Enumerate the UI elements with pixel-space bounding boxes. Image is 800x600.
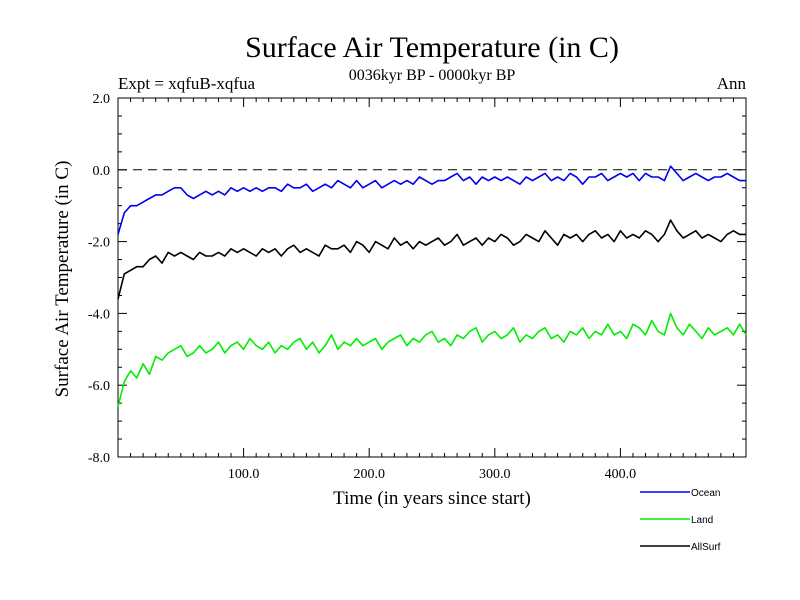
- y-tick-label: -2.0: [88, 236, 110, 251]
- x-tick-label: 400.0: [605, 467, 637, 482]
- y-tick-label: -6.0: [88, 379, 110, 394]
- plot-area: 100.0 200.0 300.0 400.0 2.0 0.0 -2.0 -4.0 -6.0 -8…: [88, 92, 747, 482]
- x-axis-label: Time (in years since start): [333, 488, 531, 509]
- chart-title: Surface Air Temperature (in C): [245, 31, 619, 64]
- experiment-label: Expt = xqfuB-xqfua: [118, 74, 256, 93]
- legend-label-land: Land: [691, 515, 713, 526]
- legend-label-allsurf: AllSurf: [691, 542, 721, 553]
- plot-frame: [117, 97, 747, 458]
- y-tick-label: 2.0: [93, 92, 111, 107]
- series-line-ocean: [117, 165, 746, 235]
- x-tick-label: 100.0: [228, 467, 260, 482]
- series-line-allsurf: [117, 219, 746, 300]
- y-tick-label: 0.0: [93, 164, 111, 179]
- legend: Ocean Land AllSurf: [640, 488, 721, 553]
- season-label: Ann: [717, 74, 747, 93]
- y-tick-label: -8.0: [88, 451, 110, 466]
- chart-subtitle: 0036kyr BP - 0000kyr BP: [349, 67, 516, 84]
- y-axis-label: Surface Air Temperature (in C): [52, 161, 73, 398]
- x-tick-label: 200.0: [353, 467, 385, 482]
- y-tick-label: -4.0: [88, 307, 110, 322]
- legend-label-ocean: Ocean: [691, 488, 720, 499]
- series-line-land: [117, 312, 747, 407]
- x-tick-label: 300.0: [479, 467, 511, 482]
